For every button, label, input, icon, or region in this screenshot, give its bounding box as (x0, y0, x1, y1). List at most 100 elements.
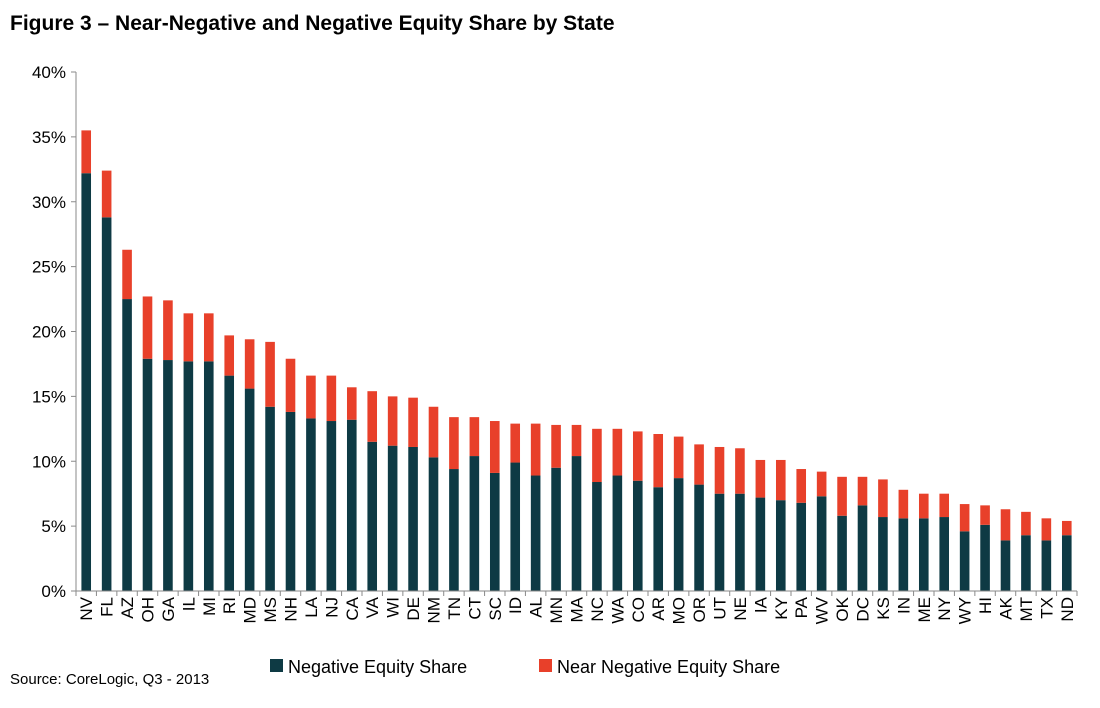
bar-near-negative-al (530, 423, 541, 476)
bar-near-negative-co (632, 431, 643, 481)
bar-near-negative-mo (673, 436, 684, 479)
x-tick-label-nv: NV (77, 596, 96, 620)
x-tick-label-ks: KS (874, 597, 893, 620)
bar-negative-ms (265, 406, 275, 591)
legend-label-negative: Negative Equity Share (288, 657, 467, 677)
bar-near-negative-fl (101, 170, 112, 218)
x-tick-label-az: AZ (118, 597, 137, 619)
bar-negative-nd (1061, 535, 1072, 591)
bar-negative-nv (81, 173, 92, 591)
bar-near-negative-nd (1061, 520, 1072, 536)
bar-negative-oh (142, 358, 153, 591)
bar-negative-ar (653, 487, 664, 591)
x-tick-label-mt: MT (1017, 597, 1036, 622)
bar-near-negative-ri (224, 335, 235, 376)
bar-near-negative-ma (571, 424, 582, 457)
bar-near-negative-oh (142, 296, 153, 359)
x-tick-label-me: ME (915, 597, 934, 623)
y-tick-label: 30% (32, 193, 66, 212)
x-tick-label-de: DE (404, 597, 423, 621)
source-note: Source: CoreLogic, Q3 - 2013 (10, 671, 209, 688)
bar-negative-ri (224, 375, 235, 591)
legend-label-near-negative: Near Negative Equity Share (557, 657, 780, 677)
x-tick-label-va: VA (363, 596, 382, 618)
bar-near-negative-nv (81, 130, 92, 174)
bar-near-negative-in (898, 489, 909, 519)
bar-negative-wv (816, 496, 827, 591)
x-tick-label-mo: MO (670, 597, 689, 624)
y-tick-label: 35% (32, 128, 66, 147)
bar-near-negative-il (183, 313, 194, 362)
x-tick-label-co: CO (629, 597, 648, 623)
x-tick-label-ri: RI (220, 597, 239, 614)
x-tick-label-dc: DC (854, 597, 873, 622)
bar-near-negative-wy (959, 504, 970, 532)
bar-near-negative-or (694, 444, 704, 485)
bar-near-negative-me (918, 493, 929, 519)
chart-title: Figure 3 – Near-Negative and Negative Eq… (10, 12, 615, 35)
bar-negative-nh (285, 411, 296, 591)
x-tick-label-fl: FL (98, 597, 117, 617)
x-tick-label-ma: MA (568, 596, 587, 622)
bar-near-negative-nj (326, 375, 337, 422)
bar-near-negative-ok (837, 476, 847, 516)
x-tick-label-ky: KY (772, 597, 791, 620)
x-tick-label-md: MD (241, 597, 260, 623)
x-tick-label-nm: NM (425, 597, 444, 623)
x-tick-label-id: ID (506, 597, 525, 614)
bar-negative-ky (775, 500, 786, 591)
bar-near-negative-pa (796, 469, 807, 503)
y-tick-label: 0% (41, 582, 66, 601)
bar-near-negative-nm (428, 406, 439, 458)
bar-near-negative-ks (878, 479, 888, 518)
bar-negative-mi (203, 361, 214, 591)
bar-negative-id (510, 462, 521, 591)
bar-near-negative-ct (469, 417, 480, 457)
x-tick-label-nc: NC (588, 597, 607, 622)
bar-near-negative-ca (346, 387, 357, 420)
bar-negative-ks (878, 517, 888, 591)
x-tick-label-mi: MI (200, 597, 219, 616)
bar-negative-nc (592, 482, 602, 591)
bar-negative-fl (101, 217, 112, 591)
legend-swatch-near-negative (539, 659, 552, 672)
x-tick-label-ar: AR (649, 597, 668, 621)
bar-near-negative-hi (980, 505, 990, 525)
bar-negative-ct (469, 456, 480, 591)
x-tick-label-oh: OH (139, 597, 158, 623)
bar-negative-me (918, 518, 929, 591)
x-tick-label-ia: IA (751, 596, 770, 613)
bar-near-negative-ny (939, 493, 950, 518)
bar-near-negative-wa (612, 428, 623, 476)
bar-negative-va (367, 441, 378, 591)
x-tick-label-wi: WI (384, 597, 403, 618)
bar-near-negative-az (122, 249, 132, 300)
legend-swatch-negative (270, 659, 283, 672)
x-tick-label-nd: ND (1058, 597, 1077, 622)
x-tick-label-al: AL (527, 597, 546, 618)
bar-near-negative-nc (592, 428, 602, 483)
bar-negative-nm (428, 457, 439, 591)
bar-negative-dc (857, 505, 868, 591)
x-tick-label-or: OR (690, 597, 709, 623)
x-tick-label-ca: CA (343, 596, 362, 620)
bar-negative-ak (1000, 540, 1011, 591)
bar-negative-mn (551, 467, 561, 591)
bar-near-negative-ak (1000, 509, 1011, 541)
x-tick-label-wv: WV (813, 596, 832, 624)
bar-near-negative-mt (1021, 511, 1031, 536)
x-tick-label-wy: WY (956, 597, 975, 624)
bar-negative-ny (939, 517, 950, 591)
bar-negative-mt (1021, 535, 1031, 591)
bar-near-negative-id (510, 423, 521, 463)
bar-near-negative-dc (857, 476, 868, 506)
bar-near-negative-ar (653, 434, 664, 488)
bar-negative-nj (326, 421, 337, 591)
bar-negative-or (694, 484, 704, 591)
bar-negative-ia (755, 497, 766, 591)
bar-negative-co (632, 480, 643, 591)
chart-footer: Source: CoreLogic, Q3 - 2013 Negative Eq… (10, 657, 780, 688)
y-tick-label: 5% (41, 517, 66, 536)
x-tick-label-nj: NJ (322, 597, 341, 618)
bar-negative-ne (735, 493, 745, 591)
